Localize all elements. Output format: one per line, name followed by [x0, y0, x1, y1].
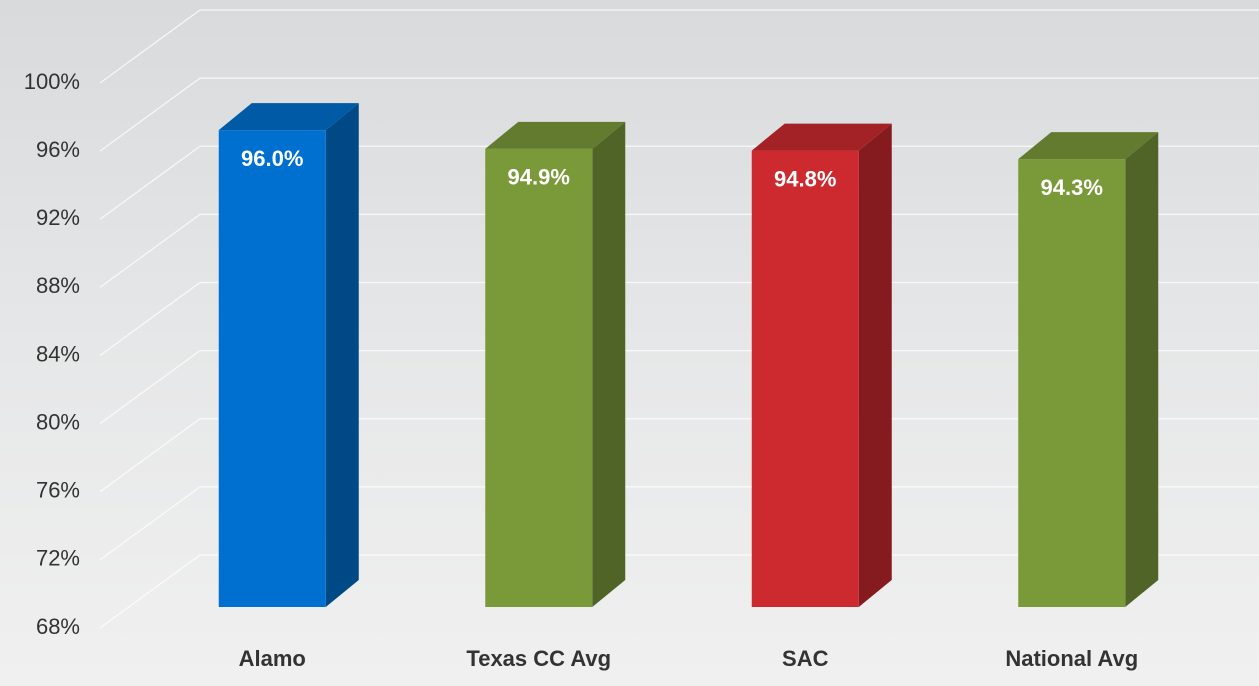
value-label: 94.9% — [508, 165, 570, 190]
y-tick-label: 88% — [36, 273, 80, 298]
y-tick-label: 76% — [36, 478, 80, 503]
x-tick-label: Alamo — [239, 646, 306, 671]
bar — [752, 151, 859, 607]
y-tick-label: 96% — [36, 137, 80, 162]
chart: 68% 72% 76% 80% 84% 88% 92% 96% 100% Alamo 96.0% Te… — [0, 0, 1259, 686]
bar — [485, 149, 592, 607]
x-tick-label: Texas CC Avg — [466, 646, 611, 671]
bar — [219, 130, 326, 607]
bar-side — [859, 124, 892, 607]
y-tick-label: 72% — [36, 546, 80, 571]
x-tick-label: SAC — [782, 646, 829, 671]
bar-side — [592, 122, 625, 607]
y-tick-label: 92% — [36, 205, 80, 230]
y-tick-label: 68% — [36, 614, 80, 639]
bar-side — [326, 103, 359, 607]
value-label: 94.3% — [1041, 175, 1103, 200]
bar-side — [1125, 132, 1158, 607]
value-label: 94.8% — [774, 166, 836, 191]
bar — [1018, 159, 1125, 607]
y-tick-label: 80% — [36, 409, 80, 434]
x-tick-label: National Avg — [1005, 646, 1138, 671]
value-label: 96.0% — [241, 146, 303, 171]
y-tick-label: 84% — [36, 341, 80, 366]
y-tick-label: 100% — [24, 69, 80, 94]
page: 68% 72% 76% 80% 84% 88% 92% 96% 100% Alamo 96.0% Te… — [0, 0, 1259, 686]
